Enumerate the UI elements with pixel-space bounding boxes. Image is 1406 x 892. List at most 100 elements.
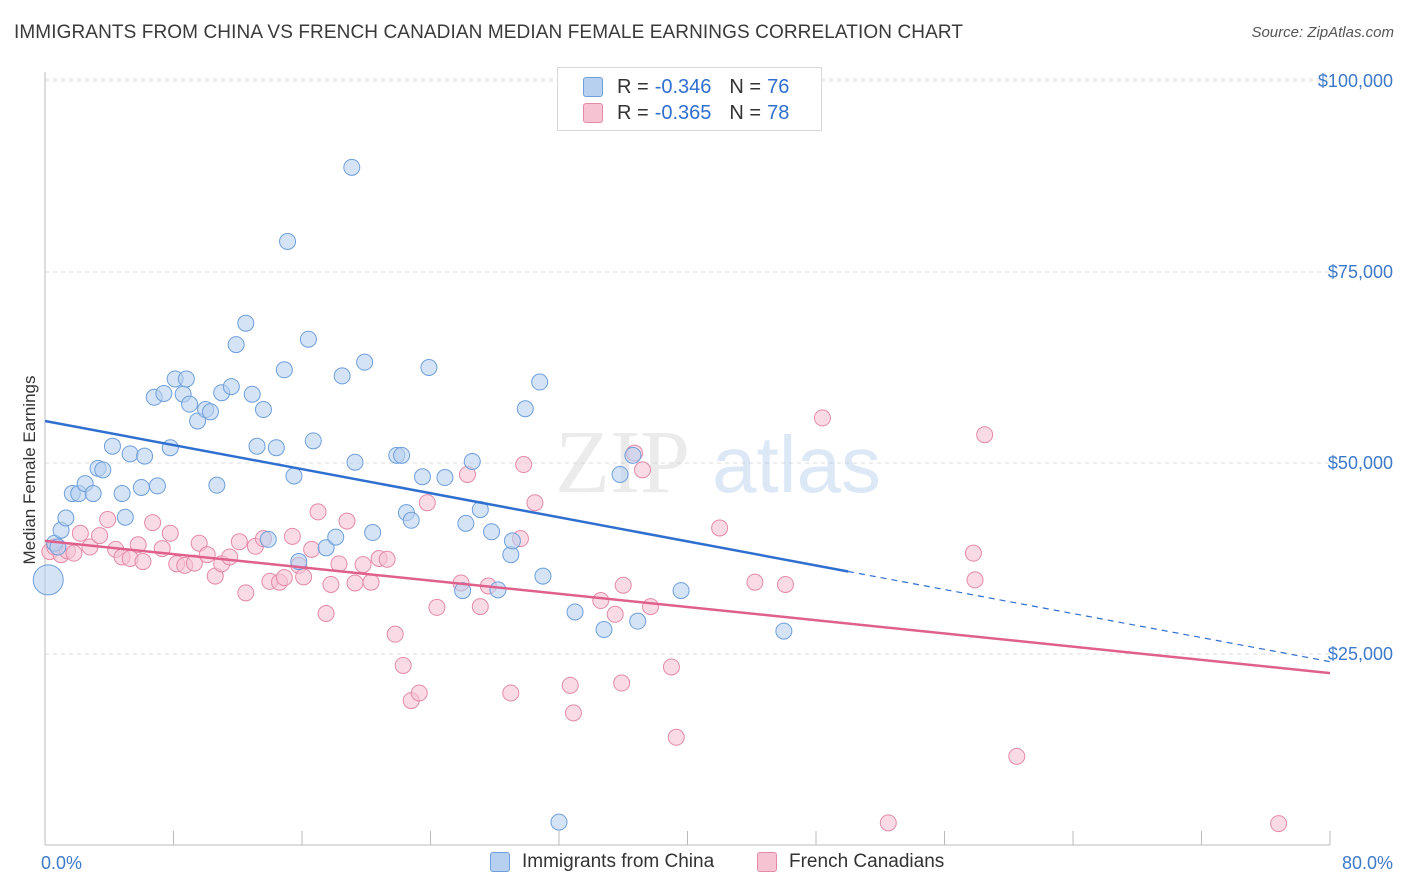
- point-french-canadian: [346, 574, 364, 592]
- point-french-canadian: [428, 598, 446, 616]
- point-china: [227, 336, 245, 354]
- point-french-canadian: [613, 674, 631, 692]
- point-china: [333, 367, 351, 385]
- point-french-canadian: [642, 598, 660, 616]
- point-french-canadian: [976, 426, 994, 444]
- point-french-canadian: [309, 503, 327, 521]
- point-china: [116, 508, 134, 526]
- legend-label-china: Immigrants from China: [522, 851, 715, 872]
- point-french-canadian: [879, 814, 897, 832]
- point-french-canadian: [813, 409, 831, 427]
- legend-r-value: -0.346: [654, 75, 712, 98]
- point-french-canadian: [667, 728, 685, 746]
- legend-swatch-china: [490, 852, 510, 872]
- point-french-canadian: [471, 598, 489, 616]
- point-china: [531, 373, 549, 391]
- point-french-canadian: [144, 514, 162, 532]
- trend-line-french-canadians: [44, 539, 1331, 675]
- y-tick-label: $50,000: [1328, 453, 1393, 473]
- legend-swatch-french-canadians: [757, 852, 777, 872]
- point-french-canadian: [502, 684, 520, 702]
- point-french-canadian: [592, 592, 610, 610]
- legend-n-value: 78: [767, 101, 790, 124]
- point-french-canadian: [237, 584, 255, 602]
- point-french-canadian: [634, 461, 652, 479]
- chart-title: IMMIGRANTS FROM CHINA VS FRENCH CANADIAN…: [14, 22, 964, 43]
- source-label: Source: ZipAtlas.com: [1251, 24, 1394, 41]
- trend-lines: [44, 419, 1331, 675]
- point-china: [237, 314, 255, 332]
- point-china: [402, 511, 420, 529]
- point-china: [503, 532, 521, 550]
- point-french-canadian: [99, 511, 117, 529]
- trend-line-china: [44, 419, 849, 573]
- point-china: [595, 621, 613, 639]
- point-china: [148, 477, 166, 495]
- point-china: [113, 485, 131, 503]
- point-french-canadian: [354, 556, 372, 574]
- point-china: [489, 581, 507, 599]
- x-tick-labels: 0.0% 80.0%: [41, 853, 1393, 873]
- point-french-canadian: [91, 527, 109, 545]
- y-tick-label: $25,000: [1328, 644, 1393, 664]
- point-china: [346, 453, 364, 471]
- point-china: [364, 524, 382, 542]
- point-china: [317, 539, 335, 557]
- gridlines: [45, 78, 1330, 655]
- point-french-canadian: [564, 704, 582, 722]
- point-china: [624, 446, 642, 464]
- point-china: [267, 439, 285, 457]
- point-china: [201, 403, 219, 421]
- point-french-canadian: [378, 550, 396, 568]
- legend-swatch-french-canadians: [583, 103, 603, 123]
- correlation-legend: R = -0.346 N = 76 R = -0.365 N = 78: [557, 67, 822, 131]
- point-china: [463, 452, 481, 470]
- point-french-canadian: [1270, 815, 1288, 833]
- point-china: [393, 446, 411, 464]
- point-china: [259, 530, 277, 548]
- point-french-canadian: [776, 575, 794, 593]
- point-french-canadian: [561, 676, 579, 694]
- point-china: [222, 378, 240, 396]
- legend-n-label: N =: [729, 75, 762, 98]
- point-french-canadian: [746, 573, 764, 591]
- point-french-canadian: [966, 571, 984, 589]
- point-china: [254, 401, 272, 419]
- point-french-canadian: [275, 569, 293, 587]
- axes: [44, 72, 1331, 846]
- legend-r-value: -0.365: [654, 101, 712, 124]
- point-french-canadian: [71, 524, 89, 542]
- point-french-canadian: [362, 573, 380, 591]
- trend-line-china-extension: [848, 570, 1331, 663]
- y-tick-labels: $25,000 $50,000 $75,000 $100,000: [1318, 71, 1393, 664]
- legend-r-label: R =: [617, 75, 649, 98]
- point-french-canadian: [662, 658, 680, 676]
- point-french-canadian: [221, 548, 239, 566]
- point-china: [420, 359, 438, 376]
- point-french-canadian: [1008, 747, 1026, 765]
- point-china: [279, 232, 297, 250]
- point-french-canadian: [161, 524, 179, 542]
- legend-swatch-china: [583, 77, 603, 97]
- point-french-canadian: [283, 527, 301, 545]
- point-china: [775, 622, 793, 640]
- point-china: [285, 467, 303, 485]
- point-french-canadian: [964, 544, 982, 562]
- point-china: [32, 564, 64, 596]
- point-china: [566, 603, 584, 621]
- point-china: [121, 445, 139, 463]
- legend-n-value: 76: [767, 75, 790, 98]
- point-china: [534, 567, 552, 585]
- point-china: [136, 447, 154, 465]
- point-china: [454, 582, 472, 600]
- x-tick-label-min: 0.0%: [41, 853, 82, 873]
- legend-row-french-canadians: R = -0.365 N = 78: [558, 100, 789, 126]
- point-china: [132, 478, 150, 496]
- x-tick-label-max: 80.0%: [1342, 853, 1393, 873]
- point-french-canadian: [410, 684, 428, 702]
- point-china: [84, 485, 102, 503]
- point-china: [436, 469, 454, 487]
- legend-label-french-canadians: French Canadians: [789, 851, 945, 872]
- legend-r-label: R =: [617, 101, 649, 124]
- point-french-canadian: [394, 656, 412, 674]
